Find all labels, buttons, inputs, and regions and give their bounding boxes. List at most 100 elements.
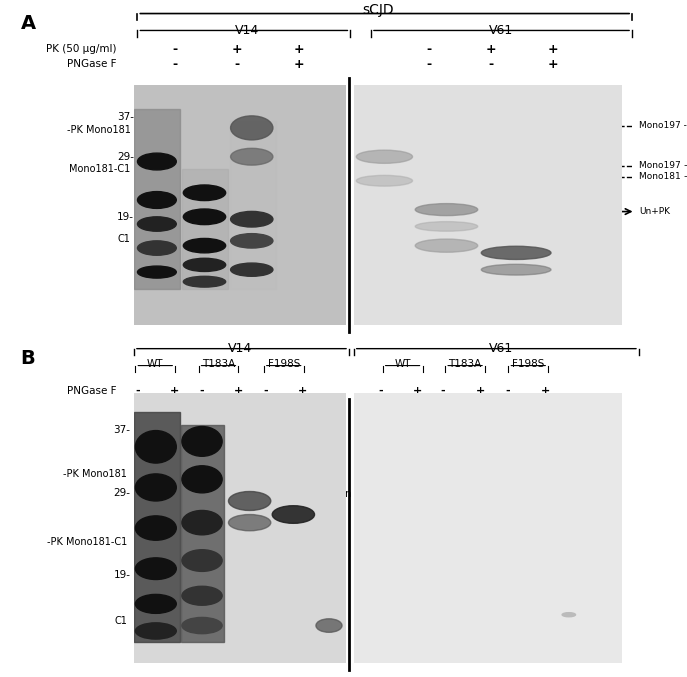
Text: T183A: T183A [202,359,235,369]
Bar [134,108,180,289]
Ellipse shape [231,234,273,248]
Text: sCJD: sCJD [362,3,394,18]
Text: +: + [293,58,304,71]
Text: -PK Mono181: -PK Mono181 [63,469,127,479]
Ellipse shape [482,246,551,259]
Ellipse shape [137,241,177,255]
Text: -: - [135,386,139,396]
Text: -: - [488,58,494,71]
Ellipse shape [135,558,177,580]
Text: 19-: 19- [113,571,131,580]
Ellipse shape [231,263,273,276]
Bar [134,412,180,642]
Text: 19-: 19- [117,212,134,221]
Ellipse shape [415,221,477,232]
Text: +: + [232,43,243,56]
Text: 29-: 29- [117,152,134,162]
Text: -: - [199,386,203,396]
Text: +: + [486,43,497,56]
Ellipse shape [229,515,271,531]
Text: +: + [548,58,559,71]
Ellipse shape [137,153,177,170]
Ellipse shape [183,258,225,271]
Text: 37-: 37- [113,425,131,435]
Text: A: A [21,14,36,32]
Ellipse shape [415,239,477,253]
Text: -PK Mono181-C1: -PK Mono181-C1 [47,537,127,546]
Ellipse shape [137,192,177,209]
Bar [182,169,228,289]
Ellipse shape [357,150,413,163]
Text: PNGase F: PNGase F [67,60,117,69]
Ellipse shape [135,594,177,613]
Text: 37-: 37- [117,112,134,122]
Text: Mono197 -PK: Mono197 -PK [639,121,687,131]
Ellipse shape [183,238,225,253]
Ellipse shape [272,506,315,523]
Text: PNGase F: PNGase F [67,386,117,396]
Ellipse shape [135,516,177,540]
Text: Mono181-C1: Mono181-C1 [69,165,131,174]
Text: F198S: F198S [267,359,300,369]
Text: +: + [234,386,243,396]
Text: +: + [476,386,486,396]
Text: -: - [427,58,432,71]
Text: -: - [506,386,510,396]
Ellipse shape [135,431,177,463]
Text: +: + [541,386,550,396]
Text: -: - [172,43,178,56]
Text: C1: C1 [117,234,131,244]
Text: -: - [234,58,240,71]
Text: T183A: T183A [449,359,482,369]
Ellipse shape [137,217,177,232]
Text: C1: C1 [114,616,127,626]
Text: 29-: 29- [113,487,131,498]
Text: PK (50 μg/ml): PK (50 μg/ml) [46,44,117,54]
Ellipse shape [231,148,273,165]
Ellipse shape [229,492,271,510]
Text: +: + [413,386,423,396]
Text: F198S: F198S [512,359,545,369]
Text: -: - [172,58,178,71]
Ellipse shape [231,116,273,140]
Text: V61: V61 [489,24,514,37]
Ellipse shape [482,264,551,275]
Text: WT: WT [147,359,164,369]
Ellipse shape [137,266,177,278]
Text: -: - [427,43,432,56]
Text: Un+PK: Un+PK [639,207,670,216]
Ellipse shape [182,427,222,456]
Ellipse shape [562,613,576,617]
Text: -: - [264,386,268,396]
Text: Un-PK: Un-PK [251,131,304,150]
Text: V61: V61 [489,342,514,355]
Text: B: B [21,349,35,368]
Ellipse shape [135,623,177,639]
Text: Mono197 +PK: Mono197 +PK [639,161,687,171]
Text: -: - [441,386,445,396]
Text: +: + [298,386,308,396]
Ellipse shape [182,466,222,493]
Ellipse shape [182,586,222,605]
Ellipse shape [357,175,413,186]
Ellipse shape [183,276,225,287]
Bar [181,425,223,642]
Ellipse shape [135,474,177,501]
Text: +: + [548,43,559,56]
Ellipse shape [415,204,477,215]
Text: -PK Un: -PK Un [303,489,352,499]
Ellipse shape [231,211,273,227]
Bar [230,121,275,289]
Text: V14: V14 [235,24,260,37]
Ellipse shape [182,510,222,535]
Text: +: + [293,43,304,56]
Text: -: - [379,386,383,396]
Text: Mono181 +PK: Mono181 +PK [639,172,687,181]
Ellipse shape [316,619,342,632]
Ellipse shape [183,209,225,225]
Ellipse shape [182,617,222,634]
Text: -PK Mono181: -PK Mono181 [67,125,131,135]
Ellipse shape [183,185,225,200]
Text: +: + [170,386,179,396]
Text: V14: V14 [228,342,253,355]
